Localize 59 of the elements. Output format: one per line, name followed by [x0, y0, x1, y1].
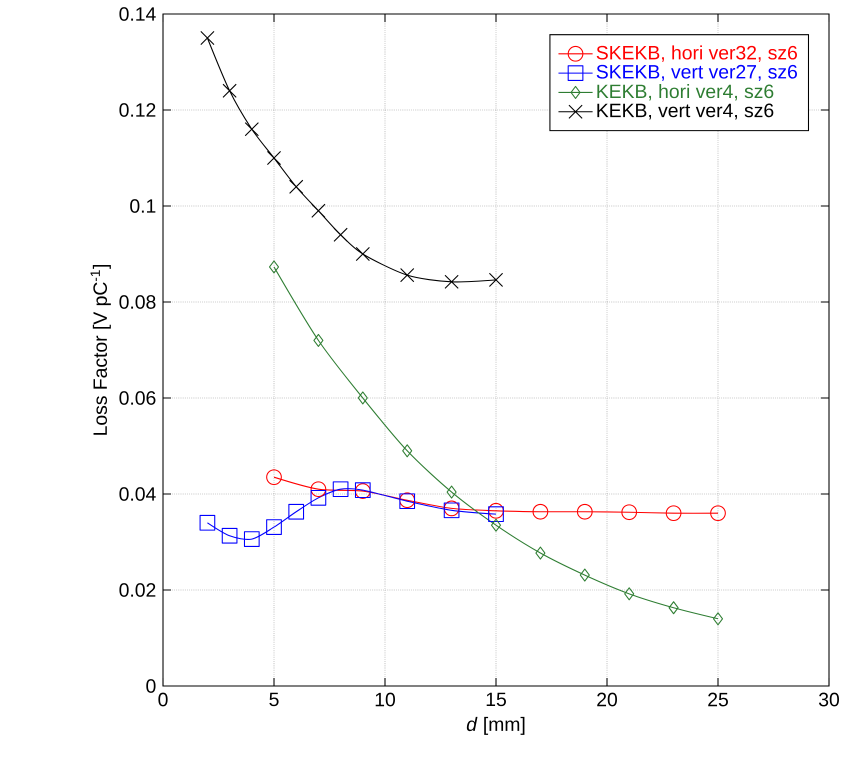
- point: [621, 504, 638, 520]
- point: [444, 274, 459, 289]
- point: [580, 568, 590, 582]
- point: [266, 469, 282, 486]
- point: [310, 490, 326, 506]
- legend-label: KEKB, hori ver4, sz6: [597, 84, 774, 100]
- point: [535, 546, 546, 560]
- legend-label: SKEKB, hori ver32, sz6: [596, 45, 797, 62]
- x-tick-label: 20: [597, 692, 617, 706]
- point: [532, 504, 548, 520]
- point: [668, 601, 679, 614]
- point: [624, 587, 634, 600]
- y-tick-label: 0.08: [119, 295, 156, 309]
- y-tick-label: 0.14: [119, 7, 156, 21]
- point: [310, 481, 326, 498]
- point: [666, 505, 682, 522]
- y-tick-label: 0.1: [130, 199, 156, 213]
- point: [222, 84, 237, 98]
- point: [222, 528, 238, 544]
- point: [268, 260, 280, 274]
- point: [266, 519, 282, 535]
- y-tick-label: 0.12: [119, 103, 156, 117]
- x-tick-label: 30: [818, 692, 839, 706]
- point: [402, 444, 412, 458]
- point: [200, 30, 215, 46]
- point: [332, 481, 348, 498]
- x-tick-label: 15: [486, 692, 506, 706]
- point: [446, 486, 457, 499]
- point: [488, 272, 504, 288]
- point: [710, 505, 726, 522]
- point: [358, 391, 368, 405]
- point: [313, 334, 324, 347]
- y-tick-label: 0.02: [119, 583, 156, 597]
- point: [311, 204, 326, 218]
- point: [488, 502, 504, 519]
- point: [400, 268, 414, 282]
- point: [333, 228, 348, 242]
- point: [244, 531, 260, 547]
- y-tick-label: 0.04: [119, 487, 156, 501]
- x-tick-label: 5: [269, 692, 279, 706]
- y-tick-label: 0.06: [119, 391, 156, 405]
- x-axis-title: d [mm]: [466, 716, 524, 735]
- x-tick-label: 25: [708, 692, 728, 706]
- legend-label: SKEKB, vert ver27, sz6: [596, 64, 797, 81]
- point: [288, 504, 304, 520]
- point: [712, 612, 724, 626]
- legend-label: KEKB, vert ver4, sz6: [597, 104, 774, 120]
- point: [266, 150, 282, 166]
- x-tick-label: 0: [158, 692, 168, 706]
- point: [244, 122, 259, 136]
- point: [289, 180, 304, 194]
- point: [576, 504, 593, 520]
- y-axis-title: Loss Factor [V pC$^{-1}$]: [90, 264, 111, 435]
- point: [200, 514, 216, 531]
- point: [488, 506, 504, 522]
- y-tick-label: 0: [146, 679, 156, 693]
- point: [356, 246, 370, 262]
- point: [490, 518, 502, 532]
- x-tick-label: 10: [376, 692, 395, 706]
